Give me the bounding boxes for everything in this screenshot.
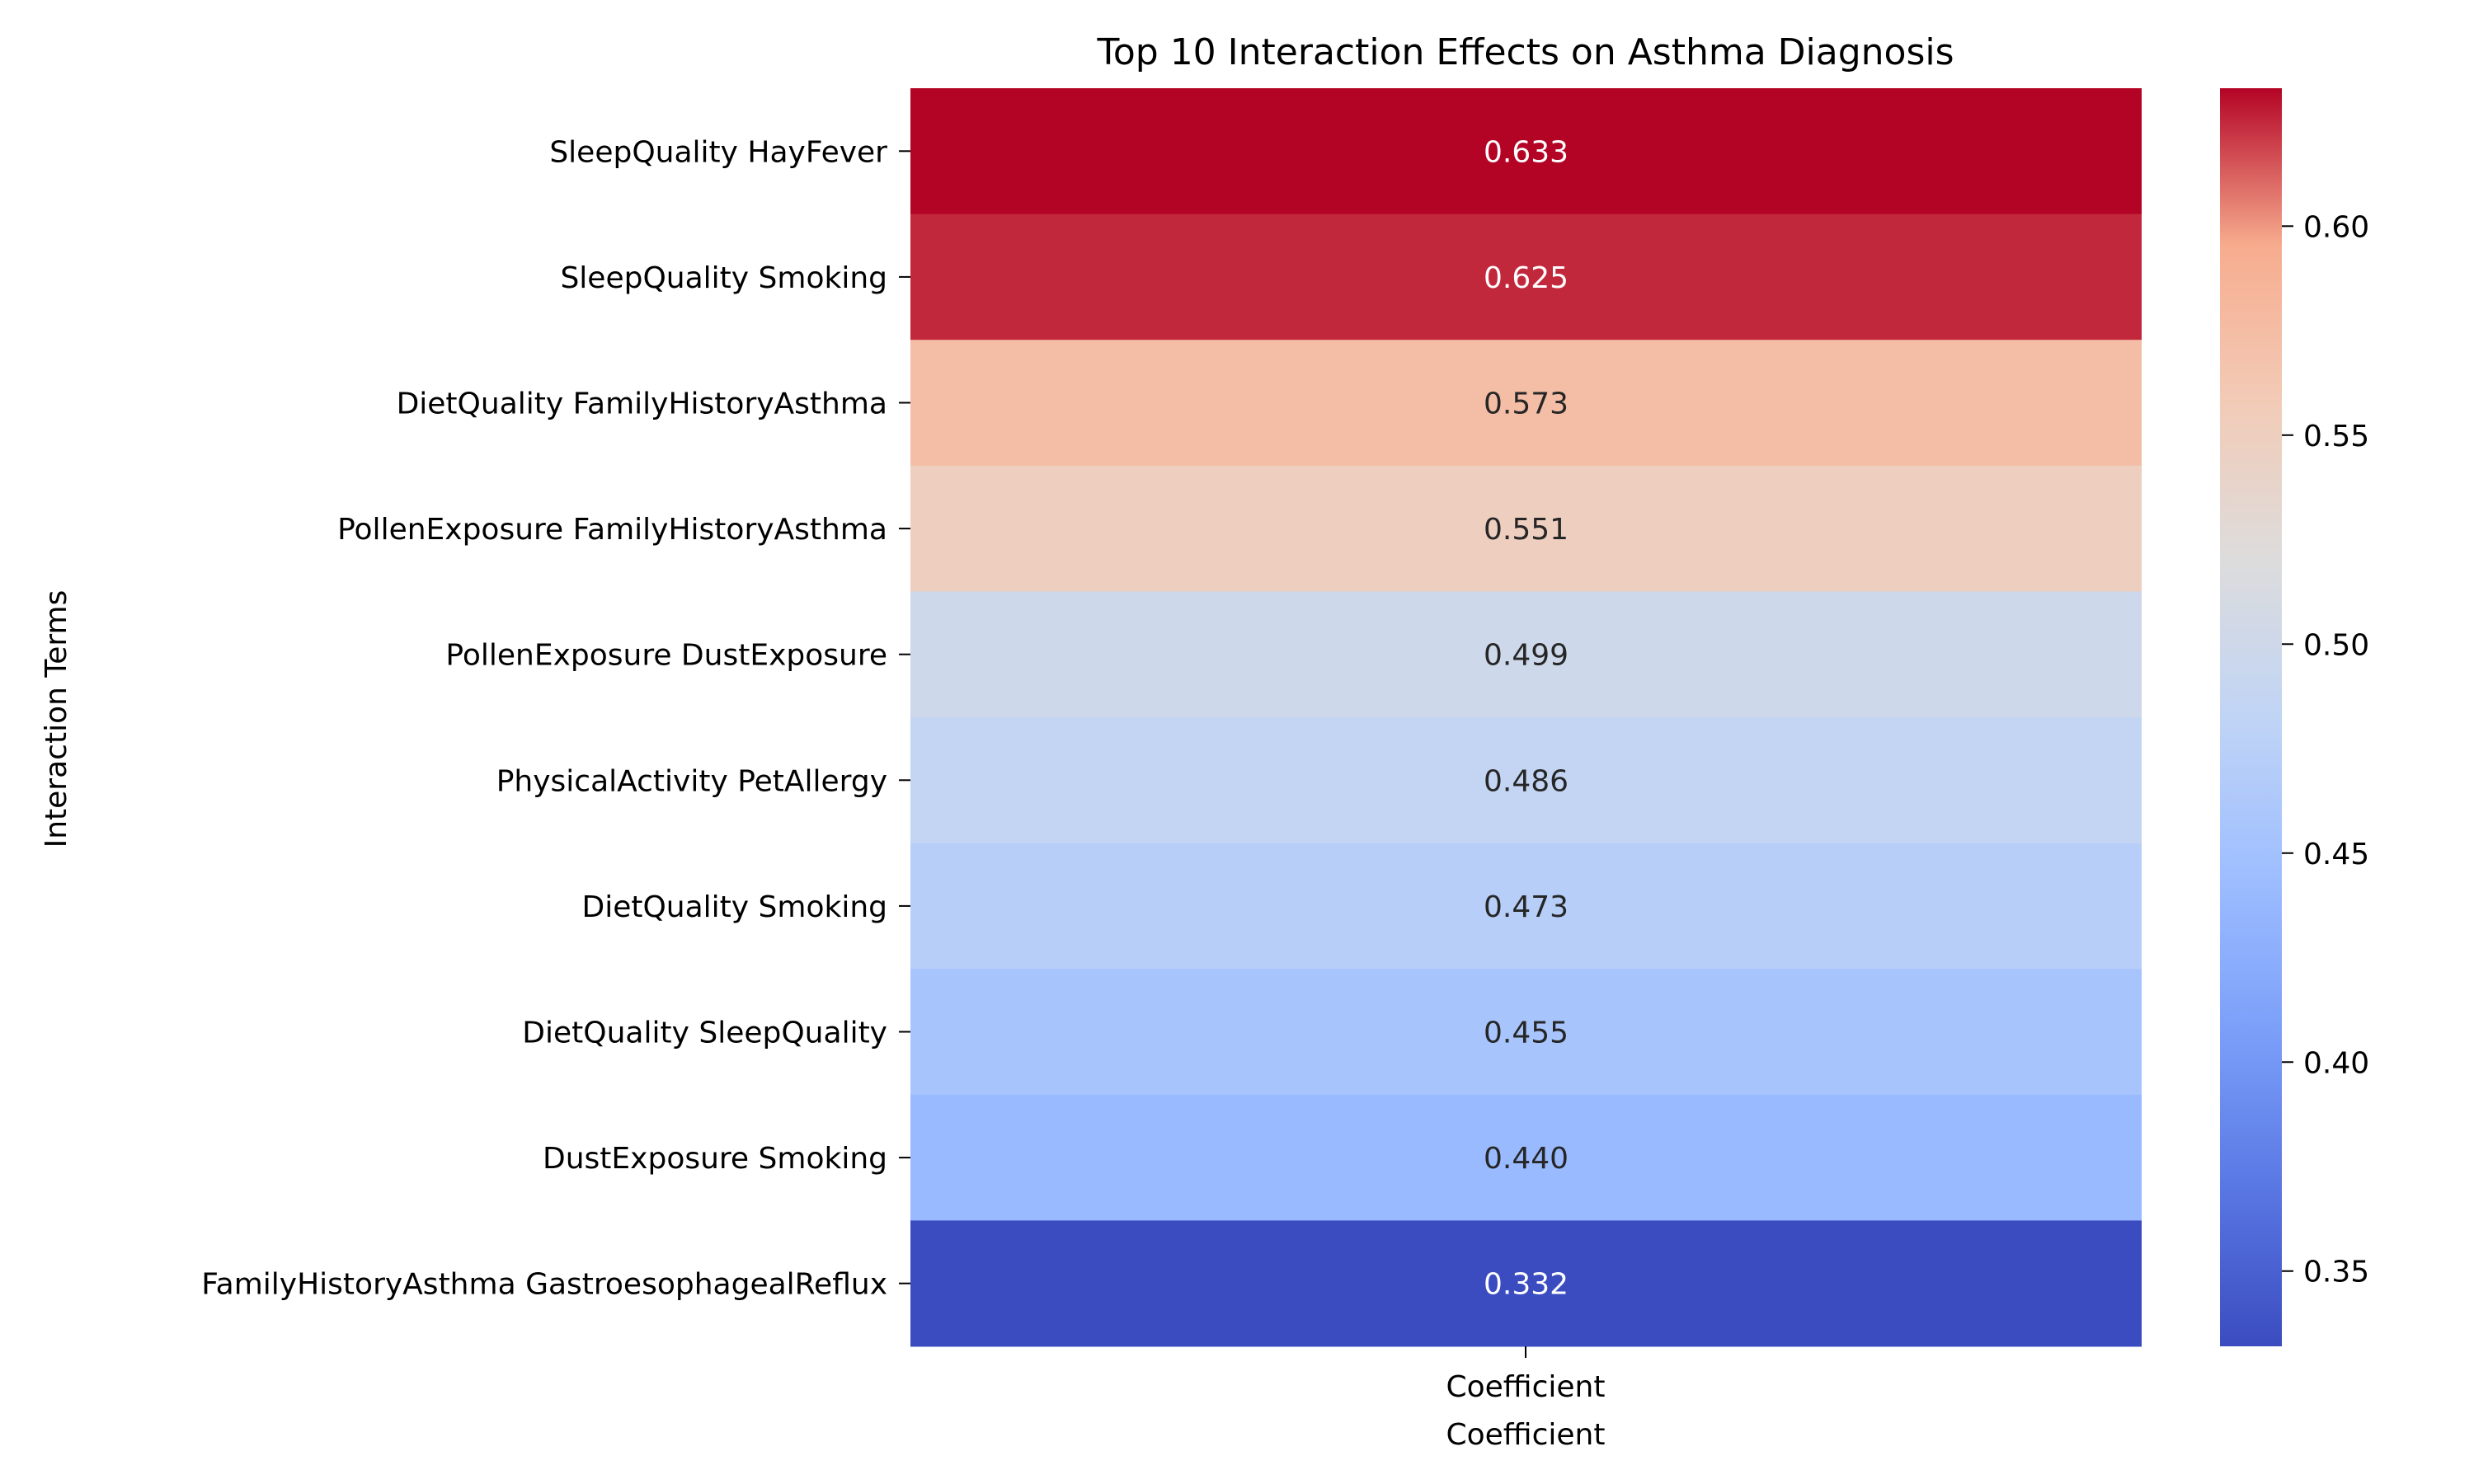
colorbar-tick-label: 0.40: [2303, 1046, 2369, 1080]
cell-value-label: 0.633: [1484, 135, 1569, 169]
cell-value-label: 0.499: [1484, 639, 1569, 673]
cell-value-label: 0.473: [1484, 890, 1569, 924]
cell-value-label: 0.455: [1484, 1017, 1569, 1050]
heatmap-cell: [910, 1094, 2142, 1221]
cell-value-label: 0.551: [1484, 513, 1569, 547]
chart-title: Top 10 Interaction Effects on Asthma Dia…: [1096, 31, 1954, 73]
colorbar: [2220, 88, 2282, 1346]
heatmap-cell: [910, 843, 2142, 970]
x-tick-label: Coefficient: [1446, 1370, 1606, 1404]
y-tick-label: DietQuality Smoking: [581, 890, 887, 924]
colorbar-tick-label: 0.55: [2303, 420, 2369, 453]
y-tick-label: SleepQuality Smoking: [560, 261, 887, 295]
y-tick-label: FamilyHistoryAsthma GastroesophagealRefl…: [201, 1268, 887, 1302]
y-tick-label: DietQuality SleepQuality: [522, 1017, 887, 1050]
y-tick-label: SleepQuality HayFever: [549, 135, 887, 169]
heatmap-cell: [910, 340, 2142, 467]
colorbar-tick-label: 0.45: [2303, 838, 2369, 871]
colorbar-tick-label: 0.60: [2303, 210, 2369, 244]
colorbar-tick-label: 0.50: [2303, 628, 2369, 662]
heatmap-cell: [910, 969, 2142, 1096]
x-axis-label: Coefficient: [1446, 1418, 1606, 1452]
cell-value-label: 0.332: [1484, 1268, 1569, 1302]
heatmap-cell: [910, 1220, 2142, 1347]
cell-value-label: 0.625: [1484, 261, 1569, 295]
row-ticks: SleepQuality HayFever SleepQuality Smokin…: [201, 135, 910, 1302]
cell-labels: 0.633 0.625 0.573 0.551 0.499 0.486 0.473 0.455…: [1484, 135, 1569, 1301]
y-axis-label: Interaction Terms: [40, 590, 73, 848]
heatmap-cell: [910, 214, 2142, 340]
y-tick-label: DustExposure Smoking: [543, 1142, 887, 1176]
cell-value-label: 0.573: [1484, 387, 1569, 421]
y-tick-label: PollenExposure FamilyHistoryAsthma: [337, 513, 887, 547]
heatmap-cell: [910, 717, 2142, 844]
colorbar-ticks: 0.35 0.40 0.45 0.50 0.55 0.60: [2282, 210, 2369, 1289]
y-tick-label: DietQuality FamilyHistoryAsthma: [397, 387, 887, 421]
y-tick-label: PollenExposure DustExposure: [445, 639, 887, 673]
cell-value-label: 0.440: [1484, 1142, 1569, 1176]
colorbar-tick-label: 0.35: [2303, 1256, 2369, 1289]
y-tick-label: PhysicalActivity PetAllergy: [496, 764, 887, 798]
heatmap-cell: [910, 465, 2142, 592]
cell-value-label: 0.486: [1484, 764, 1569, 798]
heatmap-cells: [910, 88, 2142, 1347]
heatmap-cell: [910, 88, 2142, 215]
heatmap-cell: [910, 591, 2142, 718]
